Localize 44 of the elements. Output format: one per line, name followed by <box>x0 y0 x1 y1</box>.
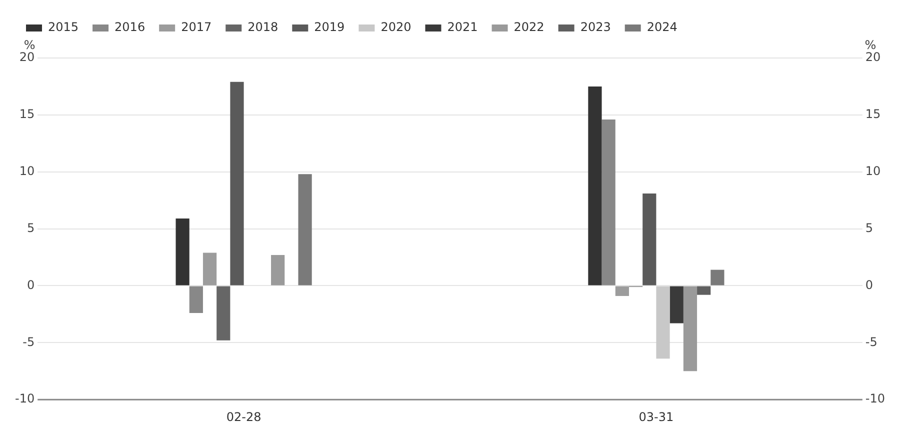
y-tick-label: 10 <box>19 164 35 178</box>
y-tick-label: 15 <box>19 107 35 122</box>
bar <box>216 286 230 340</box>
legend-label: 2024 <box>646 20 678 34</box>
y-tick-label: -5 <box>22 334 35 349</box>
y2-tick-label: -10 <box>865 392 886 406</box>
legend-label: 2018 <box>248 20 278 34</box>
legend-label: 2021 <box>447 20 478 34</box>
y-tick-label: 5 <box>26 220 35 235</box>
y2-tick-label: 0 <box>865 278 874 292</box>
bar <box>710 270 724 286</box>
bar <box>230 82 244 286</box>
bar <box>670 286 684 324</box>
y-tick-label: 0 <box>26 278 35 292</box>
legend-label: 2019 <box>314 20 345 34</box>
bar <box>189 286 203 314</box>
y2-tick-label: -5 <box>865 334 878 349</box>
legend-label: 2023 <box>580 20 611 34</box>
bar <box>202 252 217 286</box>
legend-label: 2022 <box>514 20 544 34</box>
y2-tick-label: 15 <box>865 107 881 122</box>
bar <box>588 86 602 286</box>
bar <box>615 286 629 296</box>
y2-tick-label: 20 <box>865 50 881 64</box>
y2-axis-title: % <box>864 38 876 52</box>
bar <box>683 286 698 372</box>
y-tick-label: 20 <box>19 50 35 64</box>
bar <box>642 194 656 286</box>
bar <box>697 286 711 295</box>
legend-label: 2017 <box>181 20 212 34</box>
y-axis-title: % <box>24 38 36 52</box>
bar <box>656 286 670 359</box>
bar <box>298 174 312 286</box>
bar <box>176 218 190 286</box>
bar <box>271 254 285 286</box>
x-tick-label: 02-28 <box>226 410 262 424</box>
legend-label: 2016 <box>114 20 146 34</box>
y2-tick-label: 5 <box>865 220 874 235</box>
legend-label: 2020 <box>380 20 412 34</box>
y2-tick-label: 10 <box>865 164 881 178</box>
legend-label: 2015 <box>48 20 79 34</box>
y-tick-label: -10 <box>14 392 35 406</box>
bar <box>602 119 616 286</box>
x-tick-label: 03-31 <box>638 410 674 424</box>
